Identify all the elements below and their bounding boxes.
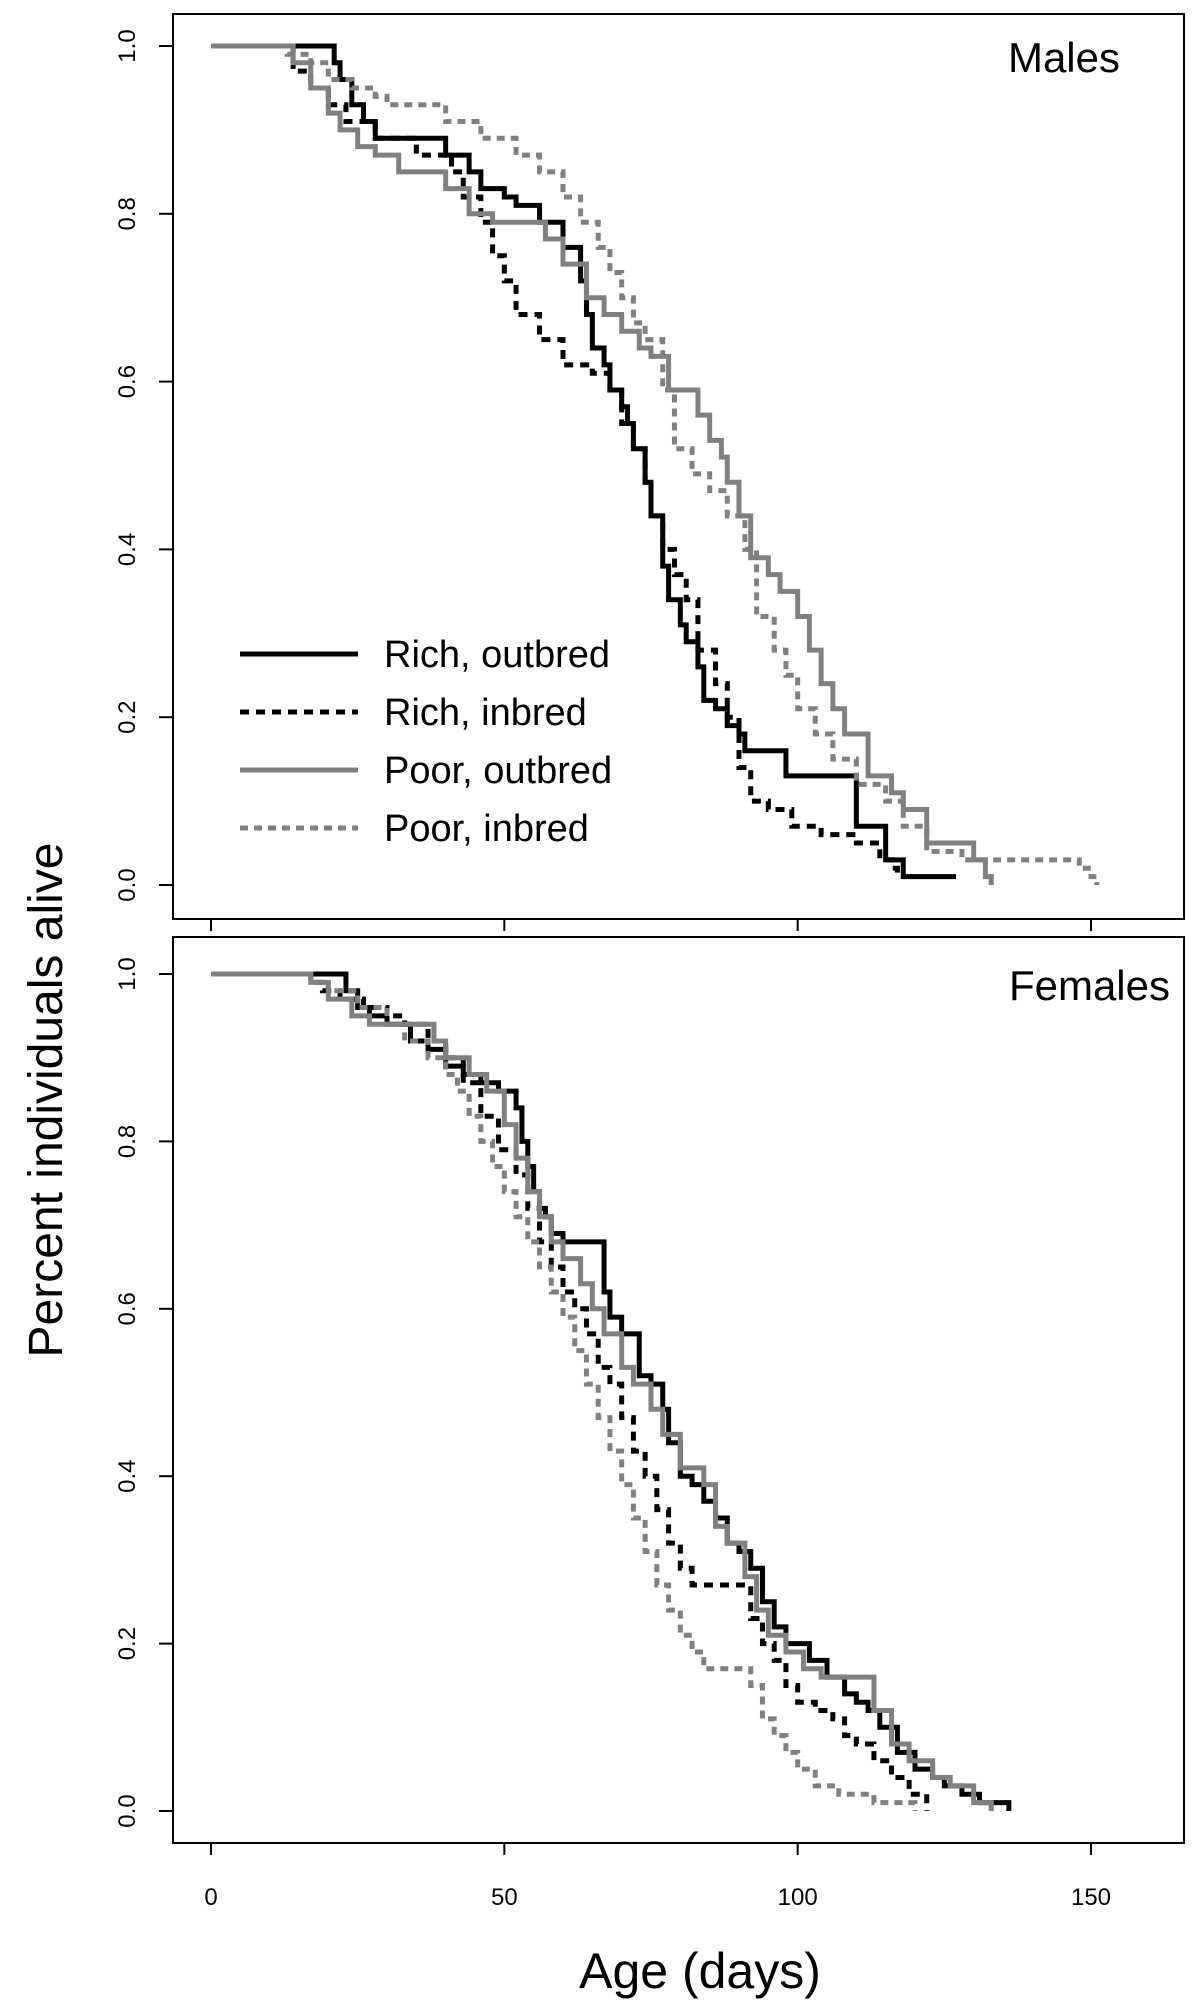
females-series-poor-outbred [211, 971, 994, 1811]
males-y-tick-label: 0.6 [114, 365, 141, 398]
females-x-tick-label: 0 [204, 1884, 217, 1911]
males-x-axis [210, 919, 1092, 931]
males-series-layer [211, 43, 1100, 885]
males-series-poor-inbred [211, 43, 1100, 885]
females-y-axis: 0.0 0.2 0.4 0.6 0.8 1.0 [114, 957, 173, 1828]
x-axis-title: Age (days) [579, 1943, 821, 1999]
females-x-tick-label: 50 [491, 1884, 518, 1911]
females-plot-frame [172, 936, 1185, 1844]
males-y-tick-label: 0.4 [114, 533, 141, 566]
females-x-axis: 0 50 100 150 [204, 1843, 1111, 1911]
legend-label: Rich, inbred [384, 692, 587, 734]
males-plot-frame [172, 13, 1185, 920]
males-y-tick-label: 1.0 [114, 29, 141, 62]
males-series-rich-outbred [211, 43, 957, 880]
males-y-axis: 0.0 0.2 0.4 0.6 0.8 1.0 [114, 29, 173, 902]
females-x-tick-label: 100 [778, 1884, 818, 1911]
females-panel-label: Females [1009, 962, 1170, 1009]
females-y-tick-label: 0.2 [114, 1627, 141, 1660]
legend-label: Rich, outbred [384, 634, 610, 676]
males-y-tick-label: 0.2 [114, 701, 141, 734]
males-y-tick-label: 0.8 [114, 197, 141, 230]
females-y-tick-label: 0.6 [114, 1292, 141, 1325]
legend-label: Poor, outbred [384, 750, 612, 792]
females-y-tick-label: 0.8 [114, 1125, 141, 1158]
males-series-rich-inbred [211, 43, 900, 877]
males-y-tick-label: 0.0 [114, 868, 141, 901]
females-x-tick-label: 150 [1071, 1884, 1111, 1911]
females-series-layer [211, 971, 1012, 1811]
females-y-tick-label: 0.4 [114, 1460, 141, 1493]
legend: Rich, outbred Rich, inbred Poor, outbred Po… [240, 634, 612, 850]
males-panel-label: Males [1008, 34, 1120, 81]
legend-label: Poor, inbred [384, 808, 589, 850]
males-panel: 0.00.20.40.60.81.0 Males Rich, outbredRi… [114, 13, 1185, 931]
females-series-rich-inbred [211, 971, 930, 1811]
males-series-poor-outbred [211, 43, 994, 885]
females-y-tick-label: 1.0 [114, 957, 141, 990]
y-axis-title: Percent individuals alive [20, 843, 73, 1358]
females-y-tick-label: 0.0 [114, 1794, 141, 1827]
females-panel: 0.0 0.2 0.4 0.6 0.8 1.0 0 50 100 150 Females [114, 936, 1185, 1911]
females-series-poor-inbred [211, 971, 918, 1811]
